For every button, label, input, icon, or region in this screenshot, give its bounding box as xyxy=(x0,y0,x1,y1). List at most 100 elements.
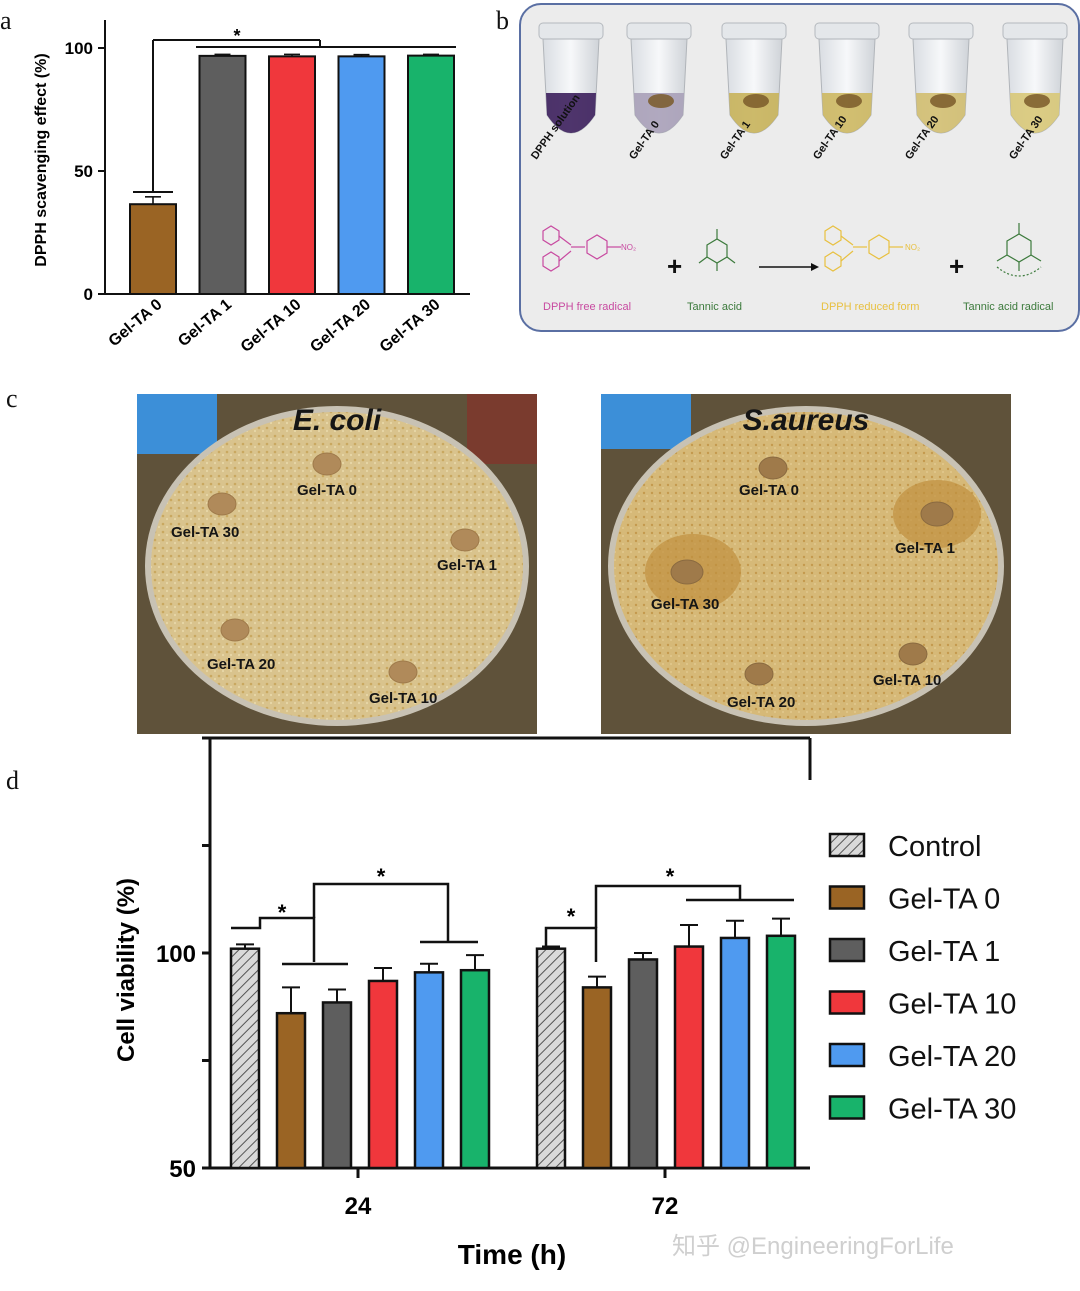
x-tick-label: Gel-TA 10 xyxy=(238,296,305,356)
y-tick-label: 50 xyxy=(74,162,93,181)
bar-gel-ta-30-72h xyxy=(765,934,797,1170)
tube-liquid xyxy=(546,93,596,133)
bar-gel-ta-20-24h xyxy=(413,971,445,1170)
significance-star: * xyxy=(233,26,240,46)
svg-text:NO₂: NO₂ xyxy=(621,243,636,252)
tube-3 xyxy=(814,22,880,134)
ecoli-disc-gel-ta-0: Gel-TA 0 xyxy=(297,482,358,499)
legend-label-gel-ta-30: Gel-TA 30 xyxy=(888,1094,1016,1126)
legend-swatch-gel-ta-0 xyxy=(828,885,866,910)
legend-label-control: Control xyxy=(888,831,982,863)
bar-control-72h xyxy=(535,947,567,1170)
x-tick-label: Gel-TA 30 xyxy=(377,296,444,356)
panel-letter-c: c xyxy=(6,384,18,413)
watermark-text: 知乎 @EngineeringForLife xyxy=(672,1233,954,1260)
bar-gel-ta-1 xyxy=(198,54,247,296)
y-axis-label: DPPH scavenging effect (%) xyxy=(33,53,50,266)
ecoli-plate-drawing xyxy=(137,394,537,734)
reaction-scheme: NO₂ + NO₂ + xyxy=(542,223,1042,281)
legend-swatch-gel-ta-10 xyxy=(828,990,866,1015)
sig-bracket-24h-b xyxy=(312,882,478,944)
y-tick-label: 0 xyxy=(84,285,93,304)
tube-1 xyxy=(626,22,692,134)
tube-5 xyxy=(1002,22,1068,134)
sig-bracket-72h-b xyxy=(594,884,794,928)
significance-star: * xyxy=(567,904,576,929)
ecoli-disc-gel-ta-10: Gel-TA 10 xyxy=(369,690,438,707)
bar-gel-ta-1-72h xyxy=(627,958,659,1170)
bar-gel-ta-20 xyxy=(337,55,386,295)
panel-letter-a: a xyxy=(0,6,12,35)
ecoli-disc-gel-ta-1: Gel-TA 1 xyxy=(437,557,498,574)
tube-0 xyxy=(538,22,604,134)
saureus-disc-gel-ta-30: Gel-TA 30 xyxy=(651,596,720,613)
tannic-acid-radical-structure xyxy=(996,223,1042,277)
ecoli-disc-gel-ta-30: Gel-TA 30 xyxy=(171,524,240,541)
x-tick-label: Gel-TA 0 xyxy=(106,296,166,350)
bar-gel-ta-30 xyxy=(407,54,455,295)
significance-star: * xyxy=(278,900,287,925)
legend-label-gel-ta-0: Gel-TA 0 xyxy=(888,884,1000,916)
y-tick-label: 100 xyxy=(156,941,196,968)
dpph-reduced-structure xyxy=(824,225,903,272)
legend-label-gel-ta-20: Gel-TA 20 xyxy=(888,1041,1016,1073)
panel-letter-d: d xyxy=(6,766,19,795)
dpph-scavenging-chart: 0 50 100 DPPH scavenging effect (%) Gel-TA 0… xyxy=(33,20,470,356)
bar-control-24h xyxy=(229,947,261,1170)
y-tick-label: 50 xyxy=(169,1156,196,1183)
label-dpph-reduced: DPPH reduced form xyxy=(821,301,920,313)
svg-text:NO₂: NO₂ xyxy=(905,243,920,252)
dpph-tube-photo-panel: DPPH solution Gel-TA 0 Gel-TA 1 Gel-TA 1… xyxy=(519,3,1080,332)
gel-pellet xyxy=(743,94,769,108)
y-tick-label: 100 xyxy=(65,39,93,58)
y-axis-label: Cell viability (%) xyxy=(113,878,140,1062)
bar-gel-ta-20-72h xyxy=(719,936,751,1170)
saureus-disc-gel-ta-10: Gel-TA 10 xyxy=(873,672,942,689)
x-tick-label: Gel-TA 20 xyxy=(307,296,374,356)
label-tannic-acid: Tannic acid xyxy=(687,301,743,313)
saureus-plate-drawing xyxy=(601,394,1011,734)
label-dpph-free-radical: DPPH free radical xyxy=(543,301,632,313)
sig-bracket-72h-a xyxy=(544,926,598,962)
x-tick-label: 72 xyxy=(652,1193,679,1220)
legend-swatch-gel-ta-1 xyxy=(828,937,866,963)
saureus-disc-gel-ta-1: Gel-TA 1 xyxy=(895,540,956,557)
saureus-plate-photo: S.aureus Gel-TA 0 Gel-TA 1 Gel-TA 30 Gel… xyxy=(601,394,1011,734)
ecoli-plate-title: E. coli xyxy=(292,404,382,437)
sig-bracket-24h-a xyxy=(231,916,348,966)
legend-swatch-gel-ta-30 xyxy=(828,1095,866,1120)
saureus-disc-gel-ta-0: Gel-TA 0 xyxy=(739,482,800,499)
legend-label-gel-ta-1: Gel-TA 1 xyxy=(888,936,1000,968)
bar-gel-ta-10-24h xyxy=(367,979,399,1170)
significance-star: * xyxy=(377,864,386,889)
tannic-acid-structure xyxy=(698,229,736,271)
ecoli-disc-gel-ta-20: Gel-TA 20 xyxy=(207,656,276,673)
gel-pellet xyxy=(648,94,674,108)
tube-4 xyxy=(908,22,974,134)
bar-gel-ta-1-24h xyxy=(321,1001,353,1170)
bar-gel-ta-30-24h xyxy=(459,968,491,1170)
saureus-plate-title: S.aureus xyxy=(742,404,870,437)
dpph-radical-structure xyxy=(542,225,621,272)
plus-sign-1: + xyxy=(667,251,682,281)
bar-gel-ta-10 xyxy=(268,55,316,295)
bar-gel-ta-0-24h xyxy=(275,1011,307,1170)
x-tick-label: 24 xyxy=(345,1193,372,1220)
legend-swatch-gel-ta-20 xyxy=(828,1042,866,1068)
gel-pellet xyxy=(836,94,862,108)
gel-pellet xyxy=(1024,94,1050,108)
panel-letter-b: b xyxy=(496,6,509,35)
plus-sign-2: + xyxy=(949,251,964,281)
x-axis-label: Time (h) xyxy=(458,1239,566,1270)
significance-star: * xyxy=(666,864,675,889)
saureus-disc-gel-ta-20: Gel-TA 20 xyxy=(727,694,796,711)
bar-gel-ta-10-72h xyxy=(673,945,705,1170)
legend-label-gel-ta-10: Gel-TA 10 xyxy=(888,989,1016,1021)
x-tick-label: Gel-TA 1 xyxy=(175,296,235,350)
bar-gel-ta-0-72h xyxy=(581,986,613,1170)
bar-gel-ta-0 xyxy=(129,203,177,296)
legend-swatch-control xyxy=(828,832,866,858)
gel-pellet xyxy=(930,94,956,108)
ecoli-plate-photo: E. coli Gel-TA 0 Gel-TA 30 Gel-TA 1 Gel-… xyxy=(137,394,537,734)
label-tannic-acid-radical: Tannic acid radical xyxy=(963,301,1054,313)
